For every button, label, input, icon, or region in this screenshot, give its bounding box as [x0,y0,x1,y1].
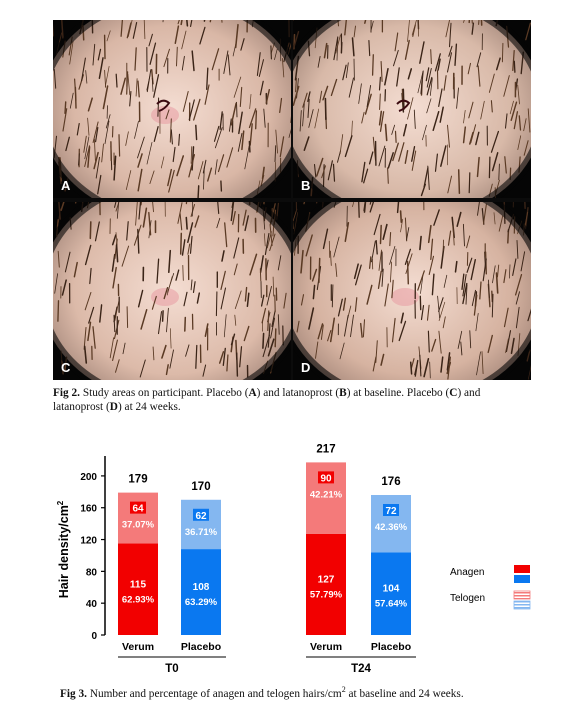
bar-anagen [371,552,411,635]
legend-label: Anagen [450,567,484,578]
dermoscopy-image-b [293,20,531,198]
telogen-count-box [383,504,399,516]
dermoscopy-image-d [293,202,531,380]
bar-anagen [306,533,346,635]
bar-telogen [181,499,221,550]
dermoscopy-image-a [53,20,291,198]
bar-anagen [118,543,158,635]
telogen-count-box [193,508,209,521]
bar-total-label: 179 [128,474,147,486]
category-label: Verum [122,641,154,653]
anagen-pct-label: 63.29% [185,597,218,608]
y-tick-label: 160 [80,504,97,515]
anagen-count-label: 104 [383,584,400,595]
bar-telogen [118,492,158,544]
fig2-photo-grid: A B C D [53,20,531,380]
photo-panel-a: A [53,20,291,198]
telogen-count-box [130,501,146,514]
legend-swatch-red [514,565,530,573]
panel-letter-a: A [61,178,71,193]
anagen-count-label: 115 [130,579,147,590]
telogen-count-label: 64 [132,504,144,515]
category-label: Placebo [181,641,221,653]
photo-panel-b: B [293,20,531,198]
fig3-caption: Fig 3. Number and percentage of anagen a… [60,683,540,701]
y-tick-label: 200 [80,472,97,483]
anagen-count-label: 108 [193,582,210,593]
fig2-caption-text: Study areas on participant. Placebo (A) … [53,387,481,413]
anagen-count-label: 127 [318,574,335,585]
dermoscopy-image-c [53,202,291,380]
legend-swatch-red [513,590,531,600]
telogen-count-box [318,471,334,484]
category-label: Verum [310,641,342,653]
y-axis-label: Hair density/cm2 [56,500,71,598]
y-tick-label: 120 [80,536,97,547]
telogen-pct-label: 36.71% [185,527,218,538]
bar-total-label: 176 [381,476,400,488]
category-label: Placebo [371,641,411,653]
legend-swatch-blue [514,575,530,583]
telogen-count-label: 62 [195,511,207,522]
photo-panel-d: D [293,202,531,380]
fig3-chart: 0 40 80 120 160 200 Hair density/cm2 64 37.07% 11… [56,443,531,675]
group-label: T0 [165,663,178,675]
fig3-caption-text: Number and percentage of anagen and telo… [87,685,464,700]
anagen-pct-label: 62.93% [122,594,155,605]
bar-total-label: 217 [316,443,335,455]
panel-letter-b: B [301,178,311,193]
y-tick-label: 0 [91,631,97,642]
telogen-pct-label: 37.07% [122,520,155,531]
telogen-pct-label: 42.36% [375,522,408,533]
anagen-pct-label: 57.64% [375,599,408,610]
fig3-caption-label: Fig 3. [60,687,87,700]
bar-anagen [181,549,221,635]
fig2-caption: Fig 2. Study areas on participant. Place… [53,386,533,414]
group-label: T24 [351,663,371,675]
legend-swatch-blue [513,600,531,610]
bar-total-label: 170 [191,481,210,493]
y-tick-label: 40 [86,599,98,610]
anagen-pct-label: 57.79% [310,589,343,600]
y-tick-label: 80 [86,567,98,578]
telogen-pct-label: 42.21% [310,489,343,500]
panel-letter-c: C [61,360,71,375]
fig2-caption-label: Fig 2. [53,387,80,399]
photo-panel-c: C [53,202,291,380]
telogen-count-label: 72 [385,506,397,517]
telogen-count-label: 90 [320,473,332,484]
panel-letter-d: D [301,360,311,375]
legend-label: Telogen [450,593,485,604]
